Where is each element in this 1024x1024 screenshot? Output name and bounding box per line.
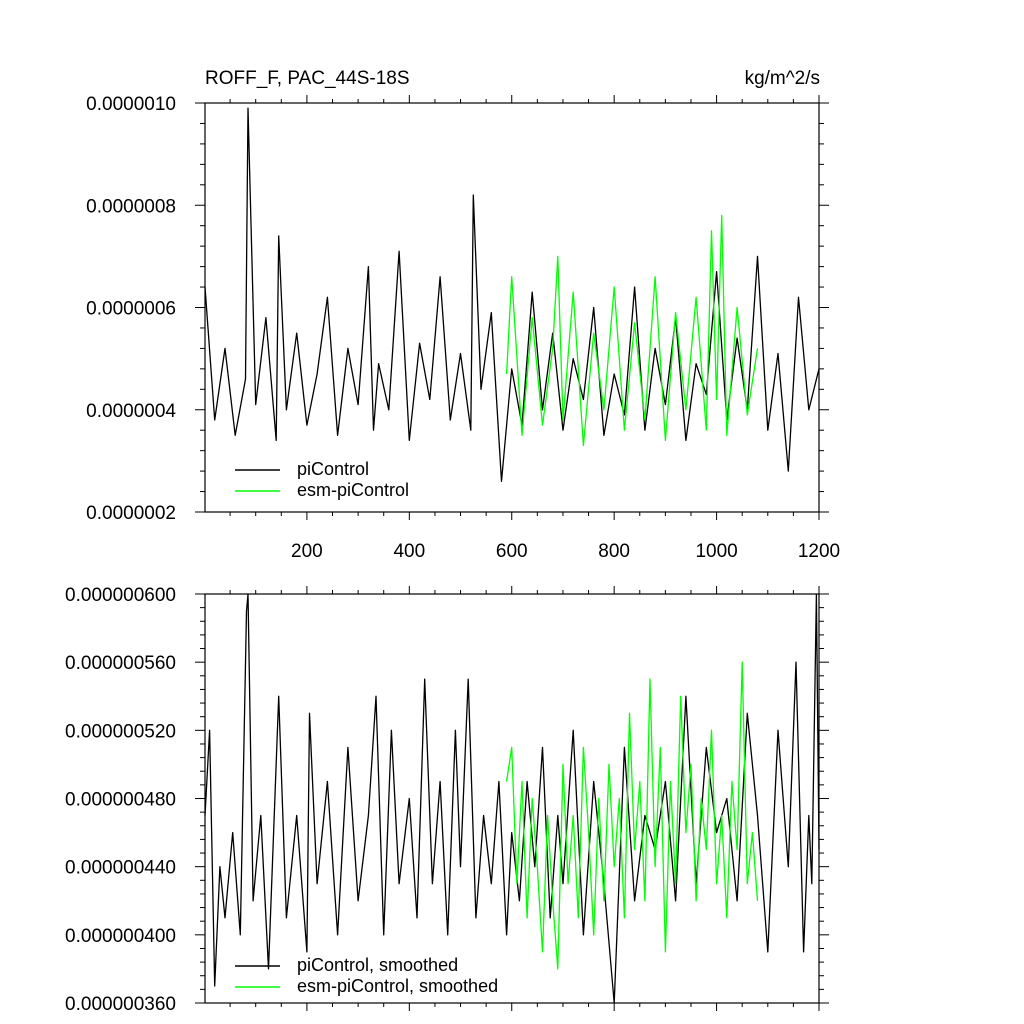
y-tick-label: 0.000000560: [65, 653, 176, 674]
x-tick-label: 600: [496, 541, 528, 562]
y-tick-label: 0.000000600: [65, 585, 176, 606]
series-line-esm-picontrol: [505, 661, 759, 970]
top-panel: 200 400 600 800 1000 1200 0.0000002 0.0000004 0.…: [86, 94, 840, 562]
x-tick-label: 800: [598, 541, 630, 562]
y-tick-label: 0.0000010: [86, 94, 176, 115]
legend-label: esm-piControl: [297, 480, 409, 500]
x-tick-label: 1200: [798, 541, 840, 562]
legend-label: esm-piControl, smoothed: [297, 976, 498, 996]
y-tick-label: 0.0000008: [86, 196, 176, 217]
x-tick-label: 200: [291, 541, 323, 562]
chart-title: ROFF_F, PAC_44S-18S: [205, 68, 410, 89]
plot-frame: [204, 102, 820, 513]
y-tick-label: 0.000000360: [65, 994, 176, 1015]
y-tick-label: 0.000000400: [65, 926, 176, 947]
y-tick-label: 0.0000004: [86, 401, 176, 422]
x-tick-label: 400: [393, 541, 425, 562]
legend-label: piControl: [297, 459, 369, 479]
series-line-esm-picontrol: [505, 214, 759, 447]
y-tick-label: 0.0000002: [86, 503, 176, 524]
legend-label: piControl, smoothed: [297, 955, 458, 975]
x-tick-label: 1000: [695, 541, 737, 562]
bottom-panel: 0.000000360 0.000000400 0.000000440 0.00000…: [65, 585, 829, 1015]
y-tick-label: 0.000000520: [65, 721, 176, 742]
series-line-picontrol: [204, 593, 820, 1004]
y-tick-label: 0.0000006: [86, 299, 176, 320]
y-tick-label: 0.000000480: [65, 790, 176, 811]
chart-units: kg/m^2/s: [745, 68, 820, 89]
y-tick-label: 0.000000440: [65, 858, 176, 879]
series-line-picontrol: [204, 107, 820, 482]
